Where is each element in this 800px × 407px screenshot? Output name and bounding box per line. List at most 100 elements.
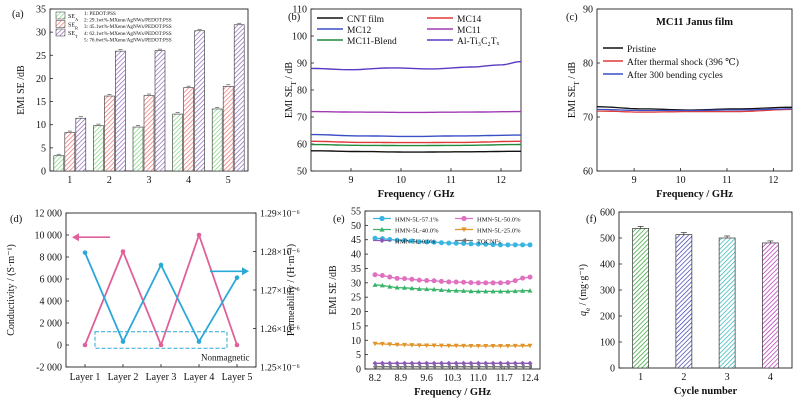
y-tick-label-f: 400	[600, 260, 615, 271]
y-tick-label-e: 30	[351, 278, 361, 289]
y-tick-label-b: 70	[297, 113, 307, 124]
marker-e-hmn-5l-57-1-	[431, 239, 437, 245]
marker-e-hmn-5l-40-0-	[453, 288, 459, 293]
marker-e-hmn-5l-40-0-	[497, 288, 503, 294]
y-tick-label-c: 60	[583, 167, 593, 178]
y-axis-label-b: EMI SET / dB	[284, 62, 298, 119]
series-line-d-conductivity	[84, 234, 238, 346]
marker-e-tocnfs	[520, 364, 525, 370]
y-tick-label-e: 50	[351, 221, 361, 232]
x-tick-label-a: 4	[186, 175, 191, 186]
nonmagnetic-box-d	[94, 331, 228, 349]
bar-a-sea-5	[211, 108, 223, 172]
x-tick-label-f: 3	[725, 372, 730, 383]
x-tick-label-f: 1	[638, 372, 643, 383]
series-line-e-hmn-5l-25-0-	[374, 343, 531, 347]
marker-e-tocnfs	[387, 364, 392, 370]
bar-a-ser-5	[222, 85, 234, 172]
marker-e-hmn-5l-57-1-	[527, 242, 533, 248]
y-tick-label-f: 200	[600, 312, 615, 323]
marker-e-hmn-5l-57-1-	[438, 240, 444, 246]
y-tick-label-e: 0	[356, 365, 361, 376]
series-line-e-hmn-5l-57-1-	[374, 237, 530, 246]
marker-e-hmn-5l-0-0-	[505, 360, 511, 366]
marker-e-tocnfs	[483, 364, 488, 370]
legend-label-e: HMN-5L-0.0%	[395, 239, 436, 246]
legend-marker-e	[461, 215, 467, 222]
marker-e-tocnfs	[416, 364, 422, 370]
marker-e-hmn-5l-50-0-	[453, 279, 459, 285]
legend-label-a: SET	[68, 31, 78, 39]
marker-e-hmn-5l-40-0-	[372, 282, 378, 287]
marker-e-tocnfs	[475, 364, 481, 370]
marker-e-hmn-5l-25-0-	[424, 343, 430, 348]
y-tick-label-e: 55	[351, 207, 361, 218]
legend-label-a: SER	[68, 23, 78, 31]
legend-label-e: HMN-5L-57.1%	[395, 217, 439, 224]
marker-e-hmn-5l-0-0-	[431, 360, 437, 366]
marker-e-tocnfs	[527, 364, 532, 370]
y2-tick-label-d: 1.27×10⁻⁶	[260, 287, 300, 297]
marker-e-tocnfs	[431, 364, 437, 370]
series-line-b-mc11-blend	[310, 143, 522, 147]
marker-e-hmn-5l-0-0-	[446, 360, 452, 366]
legend-label-c: After 300 bending cycles	[627, 70, 723, 81]
bar-f-cycle-4	[762, 242, 779, 369]
arrow-head-conductivity-d	[72, 233, 79, 242]
y2-tick-label-d: 1.26×10⁻⁶	[260, 325, 300, 335]
legend-label-c: After thermal shock (396 ℃)	[627, 57, 739, 68]
legend-label-b: MC11-Blend	[347, 37, 397, 47]
bar-a-set-4	[194, 30, 205, 172]
y-tick-label-d: 10 000	[35, 231, 63, 242]
y-tick-label-f: 600	[600, 208, 615, 219]
y-tick-label-a: 10	[36, 120, 46, 131]
series-line-b-al-ti3c2tx	[310, 60, 522, 71]
marker-e-hmn-5l-25-0-	[394, 342, 400, 348]
marker-e-hmn-5l-50-0-	[483, 280, 489, 286]
arrow-head-permeability-d	[242, 267, 249, 276]
marker-e-hmn-5l-0-0-	[379, 360, 385, 366]
marker-e-hmn-5l-50-0-	[431, 278, 437, 284]
marker-e-hmn-5l-40-0-	[505, 288, 511, 294]
marker-e-hmn-5l-40-0-	[468, 288, 474, 294]
marker-e-hmn-5l-57-1-	[446, 240, 452, 246]
legend-swatch-a	[55, 11, 66, 20]
legend-marker-e	[379, 215, 385, 222]
marker-e-hmn-5l-57-1-	[394, 237, 400, 243]
y-tick-label-a: 25	[36, 51, 46, 62]
legend-label-b: MC11	[457, 26, 481, 36]
legend-sample-a: 1: PEDOT:PSS	[84, 11, 116, 17]
legend-sample-a: 5: 76.6wt%-MXene/AgNWs/PEDOT:PSS	[84, 37, 172, 43]
y-tick-label-a: 15	[36, 97, 46, 108]
panel-label-f: (f)	[586, 214, 597, 225]
marker-e-hmn-5l-40-0-	[446, 288, 452, 293]
marker-e-hmn-5l-40-0-	[416, 286, 422, 291]
y-tick-label-e: 20	[351, 307, 361, 318]
marker-e-tocnfs	[438, 364, 444, 370]
marker-e-tocnfs	[490, 364, 496, 370]
y-tick-label-e: 45	[351, 235, 361, 246]
marker-e-hmn-5l-57-1-	[475, 241, 481, 247]
marker-e-hmn-5l-57-1-	[453, 240, 459, 246]
x-tick-label-d: Layer 5	[222, 372, 253, 383]
y-tick-label-d: 8 000	[40, 253, 63, 264]
marker-e-hmn-5l-25-0-	[461, 343, 467, 349]
x-tick-label-e: 10.3	[444, 373, 462, 384]
marker-e-hmn-5l-25-0-	[372, 341, 378, 347]
marker-e-hmn-5l-50-0-	[416, 277, 422, 283]
legend-label-e: HMN-5L-40.0%	[395, 228, 439, 235]
legend-sample-a: 4: 62.1wt%-MXene/AgNWs/PEDOT:PSS	[84, 31, 172, 37]
y-tick-label-f: 100	[600, 338, 615, 349]
y-tick-label-b: 80	[297, 86, 307, 97]
series-line-c-after	[597, 108, 793, 113]
legend-marker-e	[461, 237, 467, 244]
legend-sample-a: 3: 45.1wt%-MXene/AgNWs/PEDOT:PSS	[84, 24, 172, 30]
marker-e-hmn-5l-25-0-	[468, 343, 474, 349]
marker-e-hmn-5l-50-0-	[527, 274, 533, 280]
x-tick-label-a: 3	[147, 175, 152, 186]
bar-f-cycle-2	[675, 234, 693, 369]
series-line-b-mc12	[311, 133, 521, 138]
marker-e-hmn-5l-25-0-	[416, 343, 422, 348]
marker-e-hmn-5l-57-1-	[372, 235, 378, 241]
bar-a-sea-3	[132, 126, 144, 172]
